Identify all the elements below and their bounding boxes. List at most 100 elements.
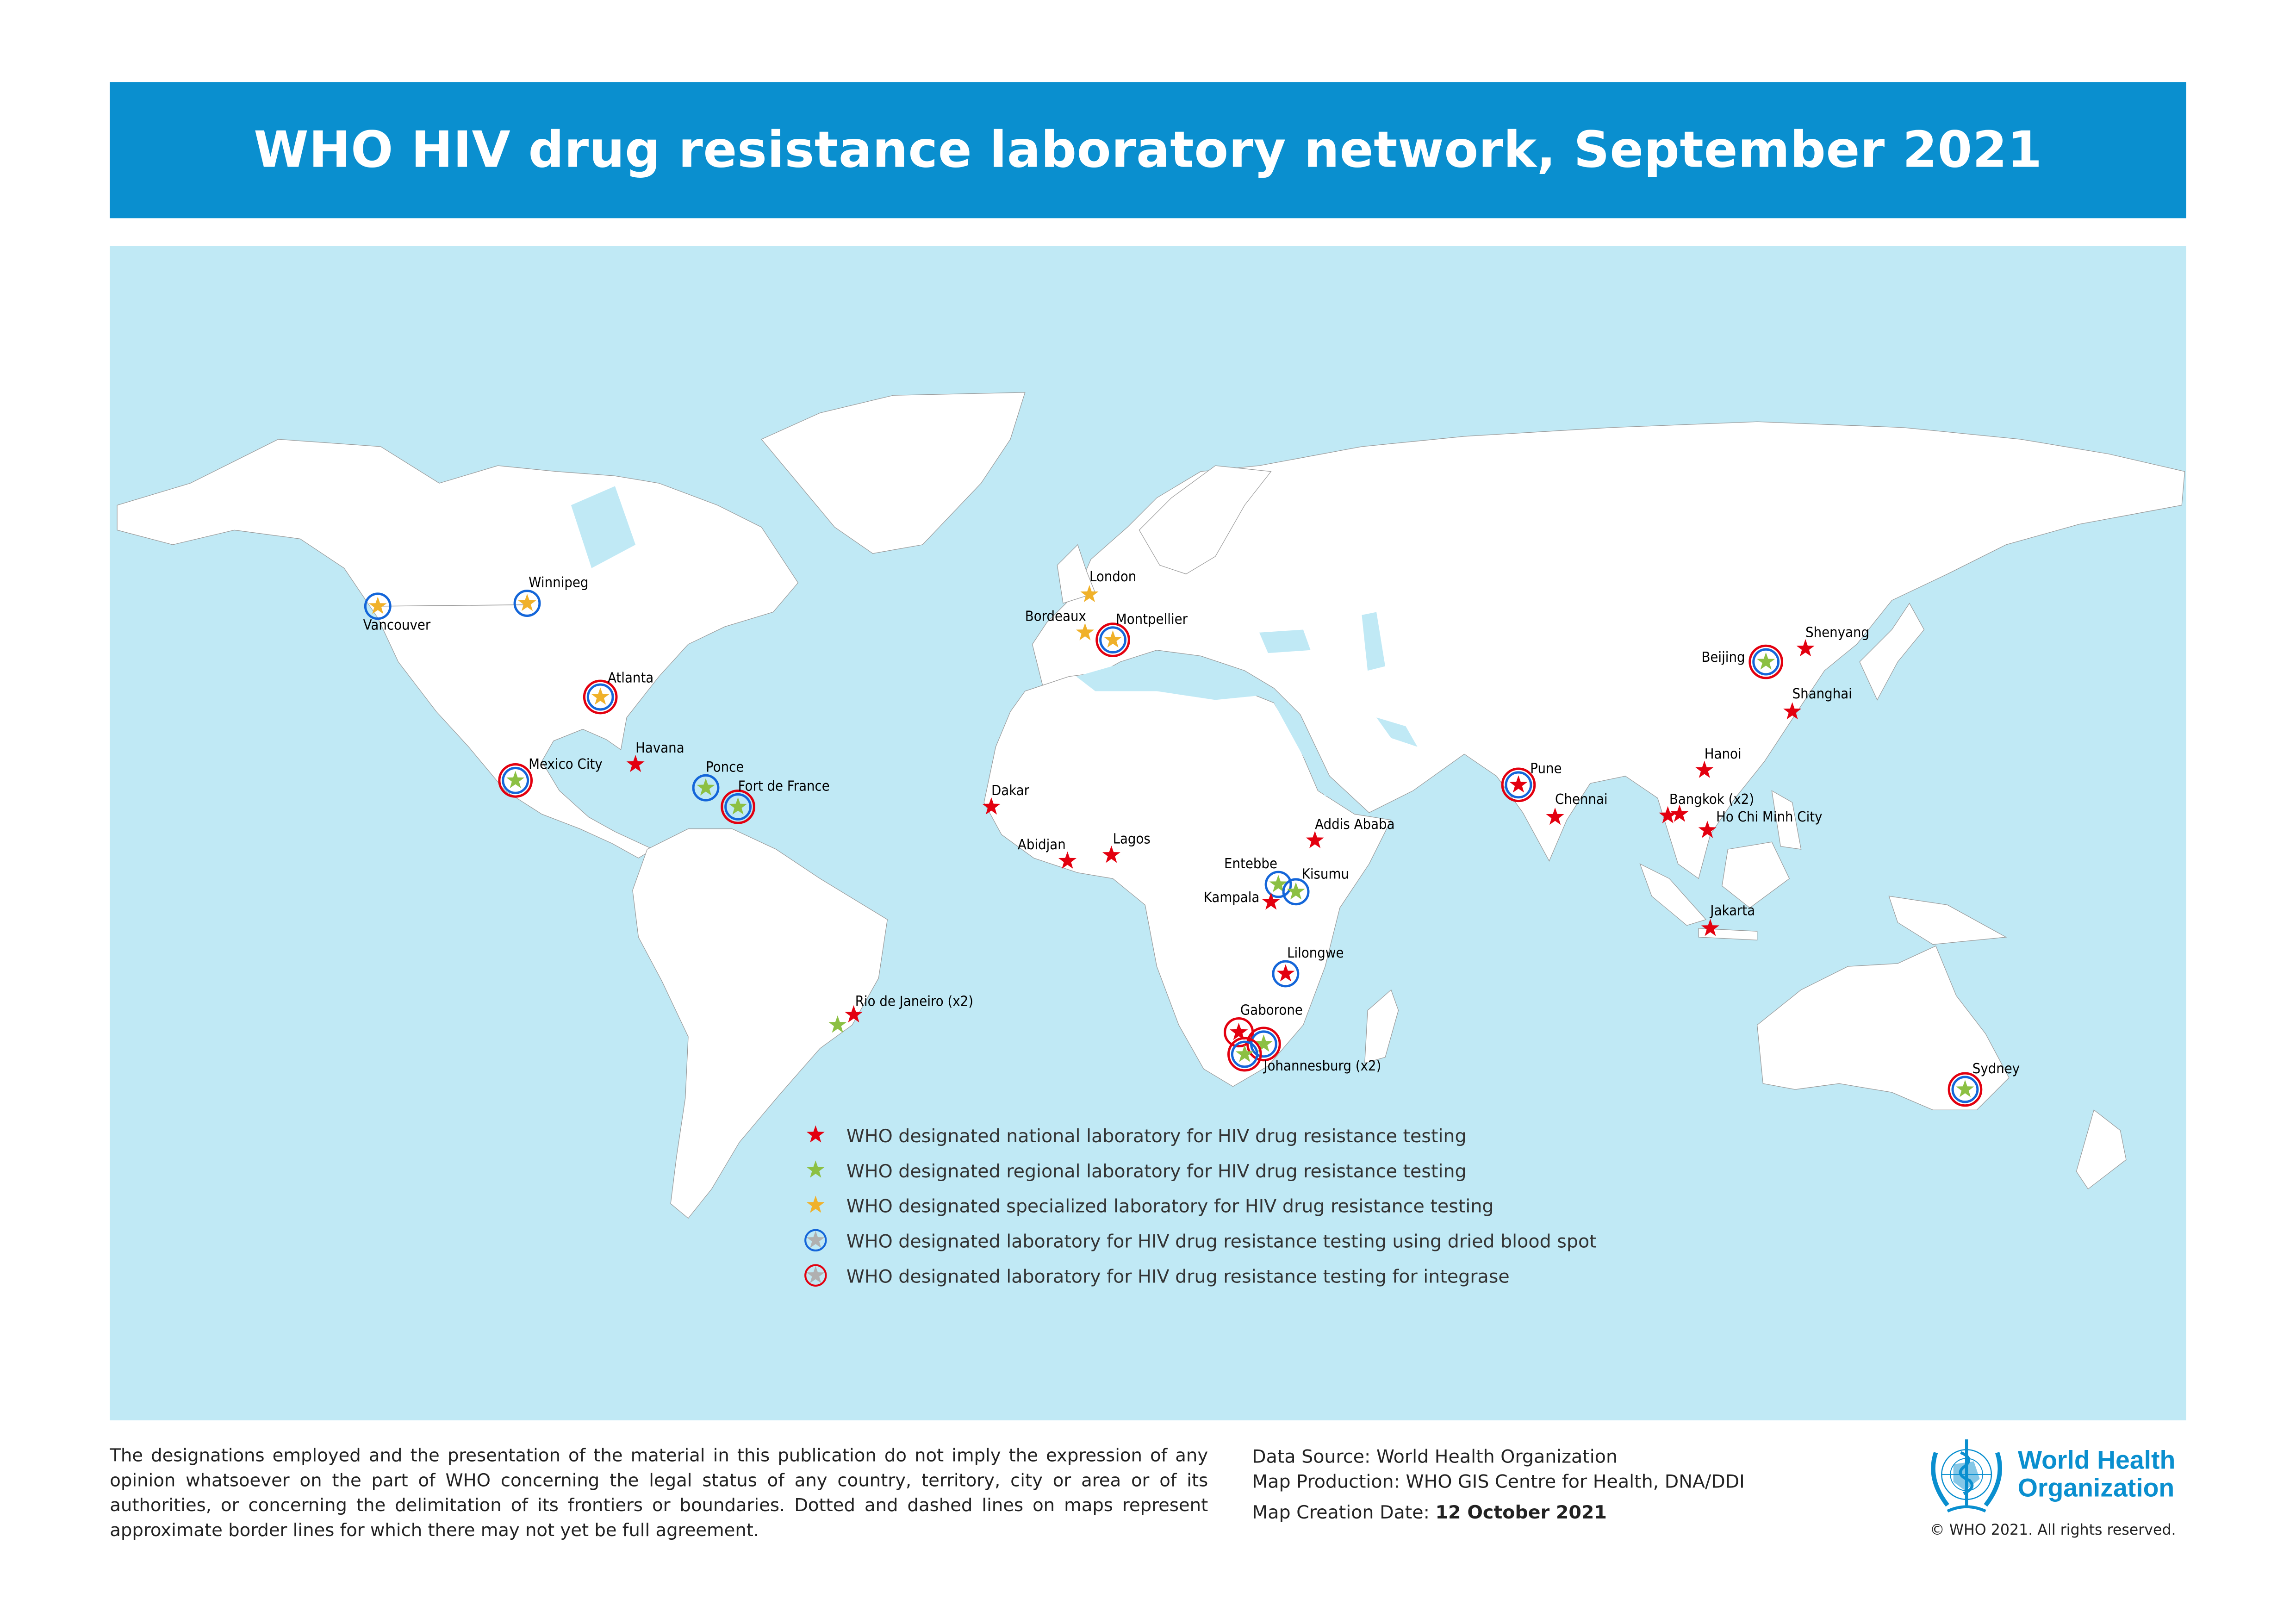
legend-item-specialized: WHO designated specialized laboratory fo… [803, 1188, 1597, 1223]
legend-item-regional: WHO designated regional laboratory for H… [803, 1152, 1597, 1188]
national-star-icon [626, 754, 645, 772]
lab-marker [828, 1005, 863, 1033]
lab-marker [1783, 702, 1802, 720]
map-production: Map Production: WHO GIS Centre for Healt… [1252, 1470, 1745, 1493]
lab-marker [1701, 919, 1719, 936]
lab-marker [1102, 846, 1120, 863]
regional-star-icon [1269, 875, 1288, 892]
lab-marker [1546, 807, 1564, 825]
city-label: Bangkok (x2) [1669, 792, 1755, 809]
national-star-icon [1701, 919, 1719, 936]
data-source: Data Source: World Health Organization [1252, 1445, 1618, 1468]
regional-star-icon [1235, 1045, 1254, 1062]
city-label: Montpellier [1115, 612, 1188, 628]
integrase-ring-icon [583, 679, 618, 715]
city-label: Addis Ababa [1315, 817, 1395, 834]
lab-marker [583, 679, 618, 715]
land-scandinavia [1139, 465, 1272, 574]
city-label: Shenyang [1805, 625, 1870, 641]
city-label: Jakarta [1710, 903, 1755, 920]
city-label: Beijing [1701, 650, 1745, 666]
lab-marker [1080, 585, 1099, 603]
integrase-ring-icon [1501, 767, 1536, 803]
lab-marker [1076, 623, 1095, 641]
regional-star-icon [1287, 882, 1305, 900]
regional-star-icon [1254, 1034, 1273, 1052]
specialized-star-icon [368, 597, 387, 614]
regional-star-icon [828, 1015, 847, 1033]
land-madagascar [1364, 989, 1399, 1064]
integrase-ring-icon [1246, 1027, 1281, 1062]
map-title: WHO HIV drug resistance laboratory netwo… [254, 121, 2042, 180]
red-ring-star-icon [804, 1264, 827, 1287]
national-star-icon [1698, 821, 1717, 838]
specialized-star-icon [1104, 630, 1122, 648]
city-label: London [1089, 569, 1137, 586]
national-star-icon [845, 1005, 863, 1023]
city-label: Lagos [1113, 832, 1151, 848]
creation-date-row: Map Creation Date: 12 October 2021 [1252, 1500, 1745, 1524]
disclaimer: The designations employed and the presen… [110, 1445, 1208, 1541]
national-star-icon [1546, 807, 1564, 825]
copyright: © WHO 2021. All rights reserved. [1930, 1523, 2176, 1539]
lab-marker [692, 774, 720, 802]
national-star-icon [1306, 831, 1324, 848]
dried-blood-spot-ring-icon [1272, 960, 1300, 988]
red-sea [1274, 703, 1336, 797]
integrase-ring-icon [1748, 644, 1783, 679]
integrase-ring-icon [1095, 622, 1130, 657]
national-star-icon [1695, 760, 1714, 778]
national-star-icon [1670, 804, 1689, 822]
legend-label: WHO designated regional laboratory for H… [846, 1159, 1467, 1181]
lab-marker [1501, 767, 1536, 803]
source-info: Data Source: World Health Organization M… [1252, 1444, 1745, 1524]
dried-blood-spot-ring-icon [502, 766, 529, 794]
city-label: Fort de France [738, 779, 830, 795]
city-label: Mexico City [529, 757, 603, 773]
city-label: Vancouver [363, 618, 431, 634]
dried-blood-spot-ring-icon [724, 793, 752, 821]
legend-item-dbs: WHO designated laboratory for HIV drug r… [803, 1223, 1597, 1258]
lab-marker [1262, 892, 1280, 910]
city-label: Dakar [991, 783, 1030, 800]
integrase-ring-icon [721, 789, 755, 824]
lab-marker [721, 789, 755, 824]
city-label: Shanghai [1792, 686, 1852, 703]
regional-star-icon [1956, 1080, 1974, 1097]
city-label: Abidjan [1017, 837, 1066, 854]
dried-blood-spot-ring-icon [1282, 878, 1310, 906]
dried-blood-spot-ring-icon [692, 774, 720, 802]
specialized-star-icon [591, 687, 610, 705]
lab-marker [1306, 831, 1324, 848]
landmasses [117, 392, 2185, 1219]
land-new-zealand [2076, 1109, 2127, 1190]
red-star-icon [806, 1125, 825, 1143]
lab-marker [1227, 1027, 1281, 1072]
dried-blood-spot-ring-icon [1505, 771, 1532, 799]
dried-blood-spot-ring-icon [364, 592, 392, 620]
national-star-icon [1783, 702, 1802, 720]
lab-marker [364, 592, 392, 620]
national-star-icon [982, 797, 1001, 815]
national-star-icon [1509, 775, 1528, 793]
city-label: Chennai [1555, 792, 1608, 809]
specialized-star-icon [518, 593, 536, 611]
lab-marker [1695, 760, 1714, 778]
lab-marker [1796, 639, 1815, 657]
us-canada-border [378, 604, 528, 607]
city-label: Havana [635, 740, 684, 757]
legend-label: WHO designated laboratory for HIV drug r… [846, 1264, 1510, 1287]
lab-marker [1282, 878, 1310, 906]
legend: WHO designated national laboratory for H… [803, 1117, 1597, 1293]
city-label: Kampala [1203, 890, 1260, 907]
hudson-bay [571, 486, 636, 568]
national-star-icon [1796, 639, 1815, 657]
national-star-icon [1262, 892, 1280, 910]
dried-blood-spot-ring-icon [1951, 1076, 1979, 1103]
dried-blood-spot-ring-icon [513, 590, 541, 617]
city-label: Rio de Janeiro (x2) [855, 994, 974, 1011]
integrase-ring-icon [1227, 1037, 1262, 1072]
who-emblem-icon [1931, 1439, 2002, 1513]
caspian-sea [1362, 612, 1386, 671]
